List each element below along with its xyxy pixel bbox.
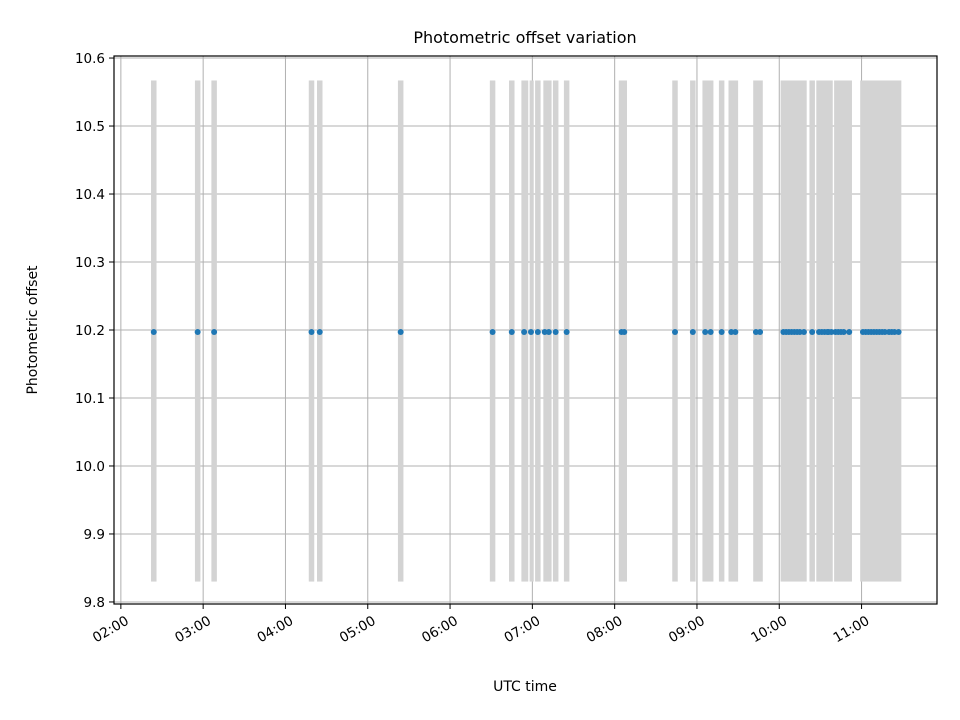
data-point	[732, 329, 739, 336]
data-point	[728, 329, 735, 336]
y-tick-label: 10.2	[75, 323, 105, 339]
y-tick-label: 10.3	[75, 255, 105, 271]
data-point	[545, 329, 552, 336]
x-axis-label: UTC time	[493, 679, 557, 695]
y-axis-label: Photometric offset	[25, 265, 41, 395]
data-point	[150, 329, 157, 336]
data-point	[489, 329, 496, 336]
data-point	[752, 329, 759, 336]
data-point	[534, 329, 541, 336]
data-point	[809, 329, 816, 336]
y-tick-label: 10.6	[75, 51, 105, 67]
data-point	[194, 329, 201, 336]
data-point	[689, 329, 696, 336]
data-point	[672, 329, 679, 336]
data-point	[895, 329, 902, 336]
data-point	[521, 329, 528, 336]
data-point	[621, 329, 628, 336]
data-point	[840, 329, 847, 336]
data-point	[308, 329, 315, 336]
data-point	[846, 329, 853, 336]
data-point	[707, 329, 714, 336]
data-point	[397, 329, 404, 336]
data-point	[541, 329, 548, 336]
data-point	[757, 329, 764, 336]
data-points	[150, 329, 902, 336]
y-tick-label: 9.8	[84, 595, 105, 611]
data-point	[211, 329, 218, 336]
y-tick-label: 10.0	[75, 459, 105, 475]
chart-title: Photometric offset variation	[413, 28, 636, 47]
y-tick-label: 10.5	[75, 119, 105, 135]
data-point	[552, 329, 559, 336]
y-tick-label: 10.4	[75, 187, 105, 203]
data-point	[796, 329, 803, 336]
y-tick-label: 10.1	[75, 391, 105, 407]
data-point	[316, 329, 323, 336]
data-point	[718, 329, 725, 336]
data-point	[881, 329, 888, 336]
data-point	[891, 329, 898, 336]
data-point	[563, 329, 570, 336]
data-point	[508, 329, 515, 336]
data-point	[527, 329, 534, 336]
y-axis-ticks: 9.8 9.9 10.0 10.1 10.2 10.3 10.4 10.5 10.6	[75, 51, 114, 611]
data-point	[800, 329, 807, 336]
y-tick-label: 9.9	[84, 527, 105, 543]
data-point	[702, 329, 709, 336]
data-point	[828, 329, 835, 336]
